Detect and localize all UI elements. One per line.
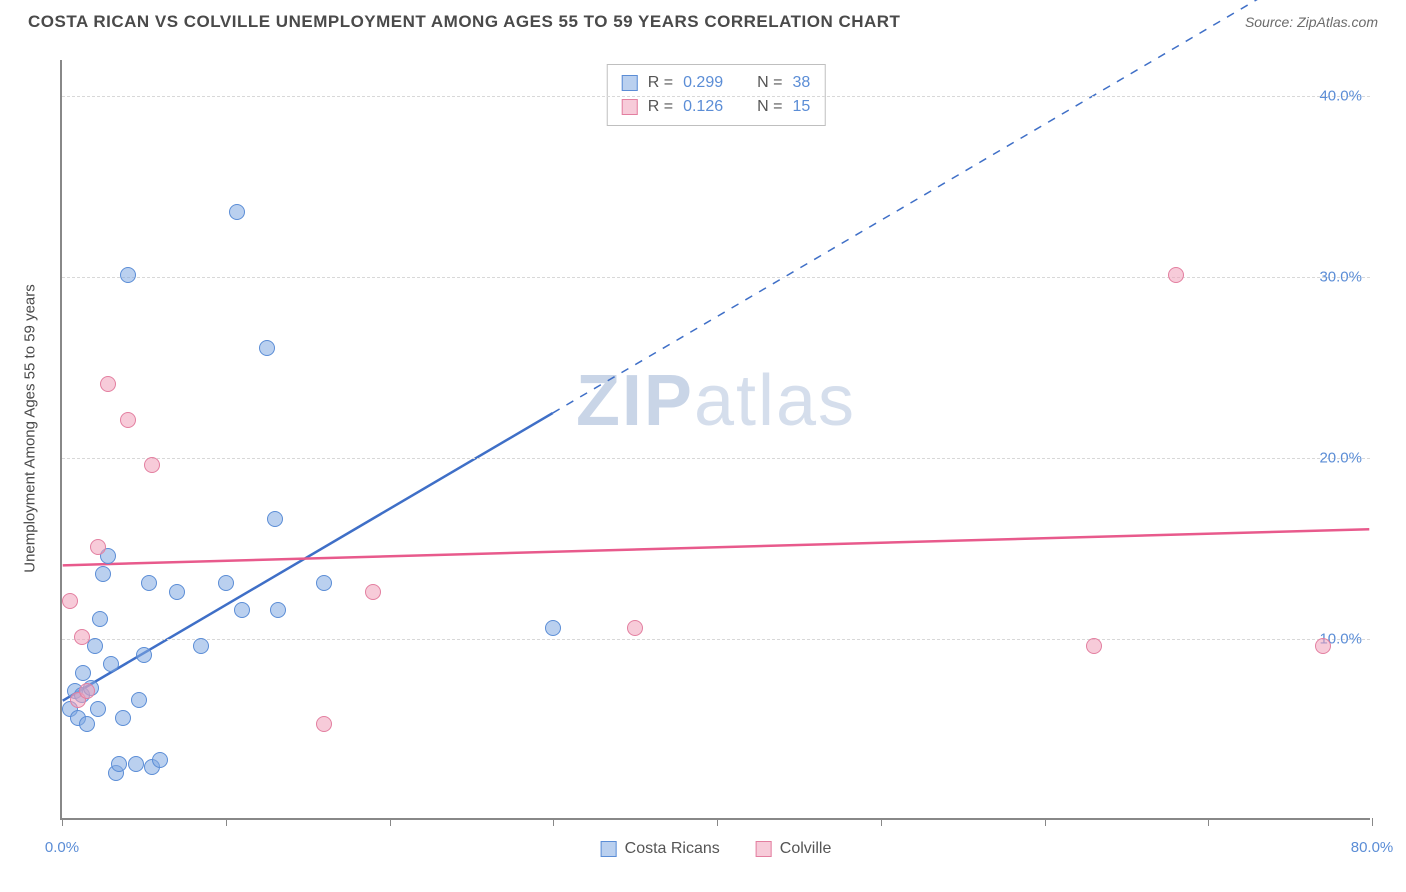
data-point: [120, 412, 136, 428]
trendline-solid: [63, 529, 1370, 565]
data-point: [92, 611, 108, 627]
data-point: [95, 566, 111, 582]
watermark: ZIPatlas: [576, 360, 856, 442]
gridline-h: [62, 458, 1370, 459]
stat-n-label: N =: [757, 71, 782, 95]
data-point: [270, 602, 286, 618]
data-point: [75, 665, 91, 681]
stats-row: R = 0.299 N = 38: [622, 71, 811, 95]
data-point: [131, 692, 147, 708]
title-row: COSTA RICAN VS COLVILLE UNEMPLOYMENT AMO…: [0, 0, 1406, 40]
data-point: [62, 593, 78, 609]
data-point: [234, 602, 250, 618]
trend-lines-layer: [62, 60, 1370, 818]
data-point: [627, 620, 643, 636]
data-point: [316, 716, 332, 732]
data-point: [316, 575, 332, 591]
trendline-dashed: [553, 0, 1370, 413]
data-point: [193, 638, 209, 654]
data-point: [136, 647, 152, 663]
data-point: [87, 638, 103, 654]
y-tick-label: 30.0%: [1319, 269, 1362, 286]
data-point: [545, 620, 561, 636]
legend-item: Colville: [756, 840, 832, 858]
data-point: [74, 629, 90, 645]
data-point: [115, 710, 131, 726]
data-point: [229, 204, 245, 220]
stat-r-label: R =: [648, 95, 673, 119]
data-point: [1168, 267, 1184, 283]
y-axis-label: Unemployment Among Ages 55 to 59 years: [22, 284, 39, 573]
legend-swatch: [756, 841, 772, 857]
data-point: [259, 340, 275, 356]
data-point: [141, 575, 157, 591]
source-attribution: Source: ZipAtlas.com: [1245, 14, 1378, 30]
stat-n-value: 38: [792, 71, 810, 95]
data-point: [1086, 638, 1102, 654]
x-tick: [1208, 818, 1209, 826]
data-point: [111, 756, 127, 772]
gridline-h: [62, 96, 1370, 97]
data-point: [1315, 638, 1331, 654]
legend-swatch: [622, 99, 638, 115]
chart-container: COSTA RICAN VS COLVILLE UNEMPLOYMENT AMO…: [0, 0, 1406, 892]
x-tick: [390, 818, 391, 826]
legend-swatch: [601, 841, 617, 857]
x-tick: [226, 818, 227, 826]
x-tick: [553, 818, 554, 826]
x-tick: [717, 818, 718, 826]
data-point: [79, 683, 95, 699]
legend-item: Costa Ricans: [601, 840, 720, 858]
x-tick: [1372, 818, 1373, 826]
stat-n-label: N =: [757, 95, 782, 119]
y-tick-label: 40.0%: [1319, 88, 1362, 105]
gridline-h: [62, 639, 1370, 640]
data-point: [103, 656, 119, 672]
stats-row: R = 0.126 N = 15: [622, 95, 811, 119]
data-point: [120, 267, 136, 283]
data-point: [79, 716, 95, 732]
data-point: [90, 539, 106, 555]
x-tick: [1045, 818, 1046, 826]
data-point: [365, 584, 381, 600]
stat-r-value: 0.299: [683, 71, 723, 95]
chart-title: COSTA RICAN VS COLVILLE UNEMPLOYMENT AMO…: [28, 12, 900, 32]
plot-area: ZIPatlas R =0.299N =38R =0.126N =15 Cost…: [60, 60, 1370, 820]
stat-n-value: 15: [792, 95, 810, 119]
data-point: [90, 701, 106, 717]
stat-r-value: 0.126: [683, 95, 723, 119]
data-point: [144, 457, 160, 473]
legend-label: Costa Ricans: [625, 840, 720, 858]
stats-legend-box: R = 0.299 N = 38 R = 0.126 N = 15: [607, 64, 826, 126]
x-tick: [881, 818, 882, 826]
data-point: [152, 752, 168, 768]
x-tick: [62, 818, 63, 826]
legend-label: Colville: [780, 840, 832, 858]
stat-r-label: R =: [648, 71, 673, 95]
legend-swatch: [622, 75, 638, 91]
bottom-legend: Costa Ricans Colville: [601, 840, 832, 858]
y-tick-label: 20.0%: [1319, 450, 1362, 467]
data-point: [100, 376, 116, 392]
data-point: [169, 584, 185, 600]
watermark-zip: ZIP: [576, 361, 694, 441]
data-point: [128, 756, 144, 772]
x-tick-label: 0.0%: [45, 839, 79, 856]
watermark-atlas: atlas: [694, 361, 856, 441]
data-point: [218, 575, 234, 591]
x-tick-label: 80.0%: [1351, 839, 1394, 856]
data-point: [267, 511, 283, 527]
